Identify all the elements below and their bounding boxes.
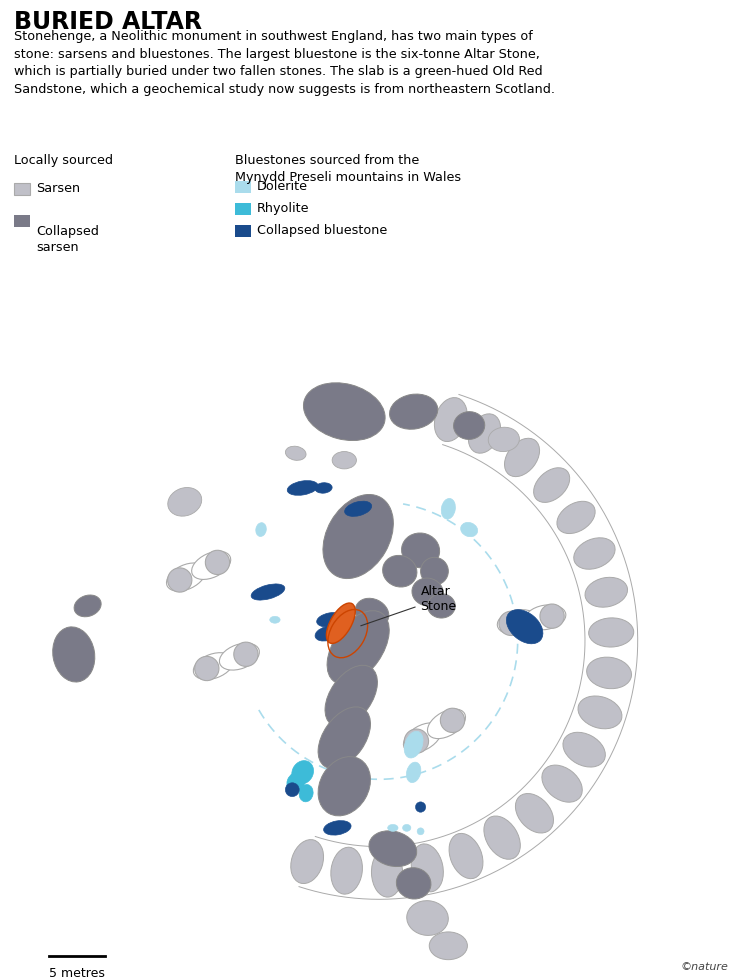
Ellipse shape <box>540 604 564 628</box>
Ellipse shape <box>403 723 442 752</box>
Ellipse shape <box>460 523 478 536</box>
Ellipse shape <box>285 783 299 796</box>
Ellipse shape <box>205 550 230 574</box>
Ellipse shape <box>345 501 372 517</box>
Ellipse shape <box>251 584 285 600</box>
Ellipse shape <box>192 551 231 579</box>
Ellipse shape <box>404 729 429 753</box>
Ellipse shape <box>525 605 566 630</box>
Ellipse shape <box>563 733 605 767</box>
Ellipse shape <box>454 411 484 440</box>
Ellipse shape <box>404 731 423 758</box>
Ellipse shape <box>318 756 370 816</box>
Ellipse shape <box>256 523 267 536</box>
Ellipse shape <box>390 394 438 429</box>
Ellipse shape <box>440 708 465 733</box>
Ellipse shape <box>318 707 370 769</box>
Text: Rhyolite: Rhyolite <box>257 202 309 215</box>
Ellipse shape <box>167 563 206 591</box>
Ellipse shape <box>331 847 363 894</box>
Ellipse shape <box>506 610 543 644</box>
Ellipse shape <box>449 833 483 878</box>
FancyBboxPatch shape <box>235 181 251 192</box>
Text: ©nature: ©nature <box>680 962 728 972</box>
Ellipse shape <box>427 594 455 618</box>
Ellipse shape <box>442 498 455 519</box>
Ellipse shape <box>578 696 622 729</box>
Text: Bluestones sourced from the
Mynydd Preseli mountains in Wales: Bluestones sourced from the Mynydd Prese… <box>235 154 461 185</box>
Ellipse shape <box>388 825 398 831</box>
Ellipse shape <box>74 595 101 616</box>
Ellipse shape <box>589 617 634 647</box>
Ellipse shape <box>287 481 318 495</box>
Ellipse shape <box>299 785 313 802</box>
Ellipse shape <box>505 439 539 477</box>
Ellipse shape <box>515 793 553 833</box>
Ellipse shape <box>327 603 355 644</box>
FancyBboxPatch shape <box>235 202 251 215</box>
Text: Locally sourced: Locally sourced <box>14 154 113 167</box>
Ellipse shape <box>285 446 306 460</box>
Ellipse shape <box>234 642 258 666</box>
Ellipse shape <box>587 658 632 689</box>
Ellipse shape <box>327 611 389 684</box>
Ellipse shape <box>372 849 403 897</box>
Ellipse shape <box>430 932 467 959</box>
Ellipse shape <box>499 612 523 635</box>
Text: Collapsed bluestone: Collapsed bluestone <box>257 224 388 237</box>
Ellipse shape <box>427 709 466 739</box>
Ellipse shape <box>574 537 615 570</box>
Text: Altar
Stone: Altar Stone <box>360 585 457 626</box>
Text: Sarsen: Sarsen <box>36 182 80 195</box>
Ellipse shape <box>402 533 439 568</box>
Ellipse shape <box>484 816 520 860</box>
Ellipse shape <box>406 762 421 783</box>
Ellipse shape <box>355 598 389 627</box>
Text: Dolerite: Dolerite <box>257 180 308 193</box>
FancyBboxPatch shape <box>14 215 30 227</box>
Ellipse shape <box>292 761 313 785</box>
Text: BURIED ALTAR: BURIED ALTAR <box>14 10 202 34</box>
Ellipse shape <box>369 830 417 867</box>
Ellipse shape <box>323 494 394 578</box>
Ellipse shape <box>403 825 411 831</box>
Ellipse shape <box>534 468 570 502</box>
Ellipse shape <box>270 616 280 623</box>
Ellipse shape <box>488 427 520 451</box>
Ellipse shape <box>324 821 351 835</box>
Ellipse shape <box>585 577 628 607</box>
Ellipse shape <box>315 483 332 493</box>
Ellipse shape <box>421 557 448 585</box>
Ellipse shape <box>557 501 595 533</box>
Ellipse shape <box>542 765 582 802</box>
Text: 5 metres: 5 metres <box>50 966 105 977</box>
FancyBboxPatch shape <box>235 225 251 236</box>
Ellipse shape <box>167 488 202 516</box>
Ellipse shape <box>407 901 448 935</box>
Ellipse shape <box>497 610 538 635</box>
Ellipse shape <box>412 844 443 892</box>
Ellipse shape <box>195 657 219 681</box>
Ellipse shape <box>317 613 344 627</box>
Ellipse shape <box>434 398 467 442</box>
Ellipse shape <box>325 665 378 727</box>
Ellipse shape <box>287 773 305 793</box>
Ellipse shape <box>219 643 259 670</box>
Ellipse shape <box>291 839 324 883</box>
Ellipse shape <box>53 627 95 682</box>
Ellipse shape <box>417 828 424 834</box>
Ellipse shape <box>167 568 192 592</box>
Ellipse shape <box>412 578 443 606</box>
Ellipse shape <box>415 802 426 812</box>
Ellipse shape <box>315 626 339 641</box>
Text: Collapsed
sarsen: Collapsed sarsen <box>36 225 99 254</box>
Ellipse shape <box>193 653 234 680</box>
Ellipse shape <box>469 414 500 453</box>
Ellipse shape <box>332 451 357 469</box>
Ellipse shape <box>382 555 417 587</box>
Ellipse shape <box>303 383 385 441</box>
Ellipse shape <box>397 868 431 899</box>
Text: Stonehenge, a Neolithic monument in southwest England, has two main types of
sto: Stonehenge, a Neolithic monument in sout… <box>14 30 555 96</box>
FancyBboxPatch shape <box>14 183 30 194</box>
